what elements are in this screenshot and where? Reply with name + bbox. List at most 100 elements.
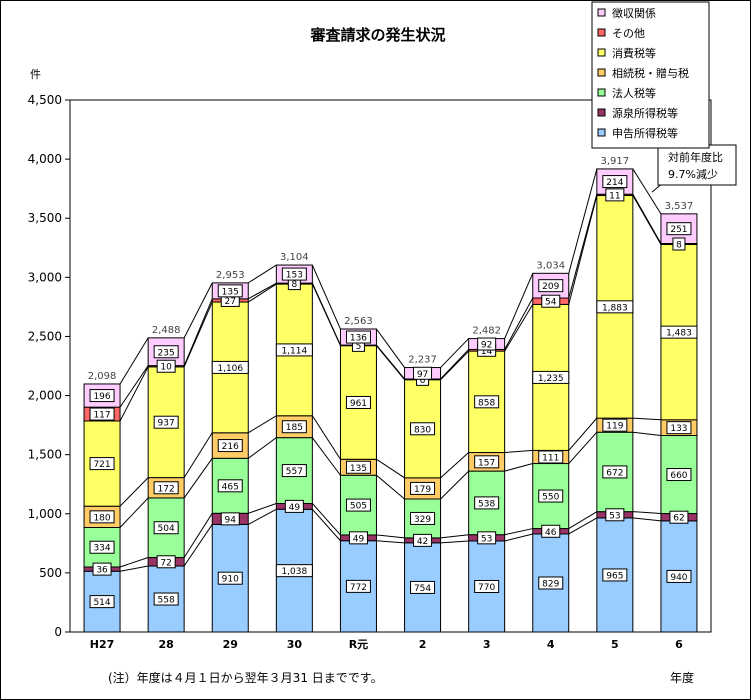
series-connector-line bbox=[440, 338, 470, 368]
total-label: 2,482 bbox=[472, 326, 501, 337]
value-label-box bbox=[89, 389, 115, 403]
value-label: 180 bbox=[93, 513, 110, 523]
value-label-box bbox=[345, 330, 371, 344]
value-label-box bbox=[410, 580, 436, 594]
x-tick-label: R元 bbox=[349, 638, 368, 651]
x-tick-label: H27 bbox=[90, 638, 115, 651]
series-connector-line bbox=[183, 298, 213, 366]
series-connector-line bbox=[376, 458, 405, 479]
y-tick-label: 0 bbox=[54, 625, 62, 639]
value-label: 8 bbox=[676, 240, 682, 250]
series-connector-line bbox=[568, 194, 598, 299]
value-label-box bbox=[89, 457, 115, 471]
total-label: 3,917 bbox=[601, 156, 630, 167]
y-tick-label: 500 bbox=[39, 566, 62, 580]
series-connector-line bbox=[183, 282, 213, 339]
series-connector-line bbox=[376, 328, 405, 368]
y-tick-label: 2,500 bbox=[28, 329, 62, 343]
x-tick-label: 4 bbox=[547, 638, 555, 651]
value-label-box bbox=[89, 407, 115, 421]
value-label-box bbox=[474, 496, 500, 510]
series-connector-line bbox=[311, 437, 341, 476]
value-label-box bbox=[217, 439, 243, 453]
value-label-box bbox=[89, 540, 115, 554]
series-connector-line bbox=[632, 517, 662, 522]
value-label: 94 bbox=[225, 515, 237, 525]
series-connector-line bbox=[119, 366, 149, 422]
value-label: 209 bbox=[542, 282, 559, 292]
value-label-box bbox=[92, 562, 112, 576]
value-label-box bbox=[538, 576, 564, 590]
footnote: (注）年度は４月１日から翌年３月31 日までです。 bbox=[108, 670, 383, 685]
value-label: 251 bbox=[670, 225, 687, 235]
legend-label: 法人税等 bbox=[612, 86, 656, 100]
series-connector-line bbox=[440, 349, 470, 380]
series-connector-line bbox=[440, 470, 470, 500]
value-label: 27 bbox=[225, 297, 236, 307]
series-connector-line bbox=[248, 508, 277, 525]
total-label: 2,488 bbox=[152, 325, 181, 336]
series-connector-line bbox=[311, 282, 341, 346]
legend-swatch bbox=[597, 108, 606, 117]
value-label-box bbox=[605, 188, 625, 202]
total-label: 2,237 bbox=[408, 355, 437, 366]
value-label-box bbox=[217, 571, 243, 585]
value-label-box bbox=[281, 464, 307, 478]
value-label: 505 bbox=[350, 502, 367, 512]
value-label-box bbox=[532, 370, 570, 384]
bar-value-labels: 514363341807211171962,098558725041729371… bbox=[88, 156, 698, 609]
value-label: 119 bbox=[606, 422, 623, 432]
series-connector-line bbox=[183, 301, 213, 368]
series-connector-line bbox=[632, 168, 662, 215]
value-label: 8 bbox=[291, 280, 297, 290]
value-label: 465 bbox=[222, 482, 239, 492]
series-connector-line bbox=[311, 508, 341, 542]
value-label: 514 bbox=[93, 598, 110, 608]
total-label: 3,034 bbox=[536, 260, 565, 271]
value-label: 49 bbox=[353, 534, 365, 544]
value-label-box bbox=[474, 395, 500, 409]
total-label: 3,104 bbox=[280, 252, 309, 263]
value-label-box bbox=[541, 524, 561, 538]
series-connector-line bbox=[568, 511, 598, 529]
value-label: 940 bbox=[670, 573, 687, 583]
value-label: 558 bbox=[158, 596, 175, 606]
value-label: 157 bbox=[478, 458, 495, 468]
value-label-box bbox=[410, 481, 436, 495]
y-tick-label: 4,500 bbox=[28, 93, 62, 107]
series-connector-line bbox=[504, 304, 534, 352]
series-connector-line bbox=[568, 431, 598, 464]
x-tick-label: 29 bbox=[223, 638, 238, 651]
legend-swatch bbox=[597, 48, 606, 57]
series-connector-line bbox=[311, 503, 341, 536]
legend-label: 徴収関係 bbox=[612, 6, 656, 20]
value-label: 557 bbox=[286, 467, 303, 477]
y-tick-label: 2,000 bbox=[28, 389, 62, 403]
series-connector-line bbox=[119, 565, 149, 572]
value-label-box bbox=[348, 531, 368, 545]
y-tick-label: 1,000 bbox=[28, 507, 62, 521]
x-axis-unit: 年度 bbox=[670, 670, 694, 685]
legend-label: その他 bbox=[612, 27, 645, 40]
series-connector-line bbox=[119, 365, 149, 408]
value-label-box bbox=[672, 237, 686, 251]
series-connector-line bbox=[440, 534, 469, 539]
value-label: 46 bbox=[545, 528, 557, 538]
value-label: 660 bbox=[670, 471, 687, 481]
value-label: 6 bbox=[420, 376, 426, 386]
series-connector-line bbox=[504, 533, 533, 542]
series-connector-line bbox=[247, 283, 277, 303]
legend-label: 相続税・贈与税 bbox=[612, 66, 689, 80]
total-label: 2,953 bbox=[216, 270, 245, 281]
value-label: 5 bbox=[356, 342, 362, 352]
series-connector-line bbox=[376, 344, 405, 380]
value-label-box bbox=[153, 415, 179, 429]
value-label: 10 bbox=[160, 363, 172, 373]
value-label: 14 bbox=[481, 347, 493, 357]
value-label-box bbox=[275, 343, 313, 357]
value-label-box bbox=[666, 468, 692, 482]
value-label: 136 bbox=[350, 334, 367, 344]
value-label: 1,114 bbox=[281, 346, 307, 356]
value-label: 550 bbox=[542, 493, 559, 503]
